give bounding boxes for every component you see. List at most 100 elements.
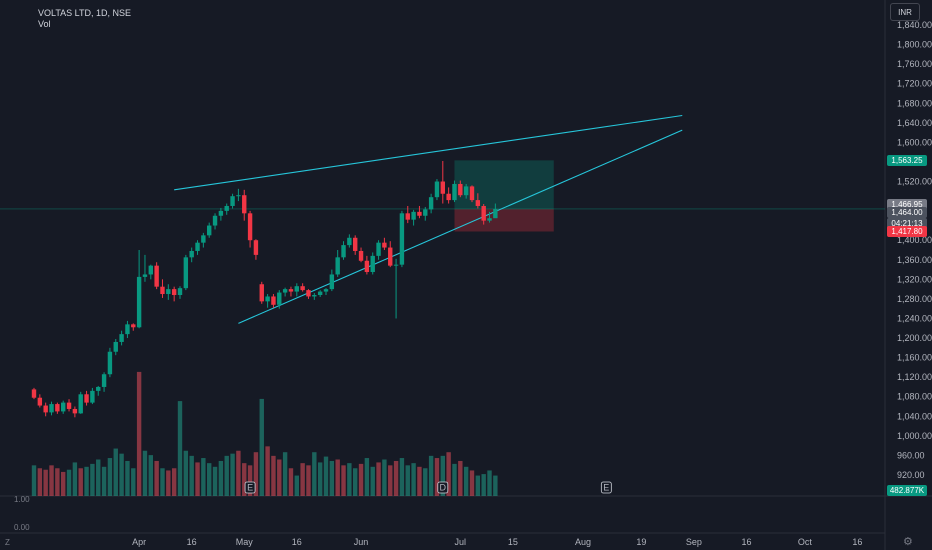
volume-bar [177,401,183,496]
y-tick-label: 1,280.00 [897,294,932,304]
volume-bar [49,465,54,496]
volume-bar [317,462,323,496]
volume-bar [306,465,311,496]
y-tick-label: 1,120.00 [897,372,932,382]
candle-body [247,213,253,241]
volume-bar [335,459,340,496]
y-tick-label: 1,600.00 [897,137,932,147]
candle-body [282,289,288,293]
candle-body [329,274,335,290]
candle-body [207,225,212,236]
volume-bar [154,460,159,496]
volume-bar [353,468,358,496]
candle-body [347,237,352,246]
candle-body [446,193,451,201]
candle-body [423,209,428,216]
volume-bar [481,474,486,496]
volume-bar [323,456,329,496]
x-tick-label: 19 [636,537,646,547]
x-tick-label: 16 [741,537,751,547]
candle-body [242,195,247,214]
volume-bar [493,475,498,496]
position-profit-zone[interactable] [454,160,554,209]
candle-body [428,197,434,210]
timezone-label[interactable]: Z [5,538,10,547]
volume-bar [458,460,463,496]
volume-bar [148,455,153,496]
candle-body [306,290,311,297]
volume-bar [312,452,317,496]
candle-body [300,286,305,291]
event-marker[interactable] [437,481,449,494]
candle-body [271,296,276,305]
current-price-badge: 1,464.00 [887,206,927,218]
volume-bar [271,455,276,496]
y-tick-label: 1,840.00 [897,20,932,30]
candle-body [294,286,299,292]
volume-bar [247,465,253,496]
candle-body [61,402,66,412]
currency-button[interactable]: INR [890,3,920,21]
event-marker-label: D [440,483,447,493]
position-loss-zone[interactable] [454,208,554,232]
volume-bar [370,466,375,496]
candle-body [382,242,387,248]
candle-body [458,183,463,196]
candle-body [119,334,124,342]
gear-icon[interactable]: ⚙ [903,536,913,548]
volume-bar [136,371,142,496]
candle-body [288,289,294,292]
volume-bar [230,453,235,496]
trendline[interactable] [238,129,683,324]
volume-bar [43,469,48,496]
volume-bar [160,468,165,496]
candle-body [417,211,422,216]
event-marker[interactable] [244,481,256,494]
y-tick-label: 1,000.00 [897,431,932,441]
candle-body [131,324,136,328]
volume-bar [107,458,113,496]
volume-bar [376,462,381,496]
candle-body [148,265,153,275]
candle-body [183,257,189,289]
y-tick-label: 1,360.00 [897,255,932,265]
candle-body [323,289,329,292]
candle-body [253,240,259,255]
x-tick-label: 16 [187,537,197,547]
candle-body [177,288,183,295]
volume-bar [434,458,440,496]
volume-bar [90,463,95,496]
symbol-title[interactable]: VOLTAS LTD, 1D, NSE [38,8,132,18]
candle-body [341,245,346,258]
candle-body [66,402,72,409]
x-tick-label: 16 [852,537,862,547]
event-marker[interactable] [600,481,612,494]
y-tick-label: 1,320.00 [897,274,932,284]
volume-bar [423,468,428,496]
candle-body [31,389,37,398]
y-tick-label: 920.00 [897,470,925,480]
candle-body [236,195,241,197]
chart-header: VOLTAS LTD, 1D, NSE Vol [38,8,131,30]
last-price-badge: 1,466.95 [887,199,927,211]
candle-body [463,186,469,196]
candle-body [107,351,113,375]
volume-bar [183,450,189,496]
candle-body [277,292,282,305]
candle-body [335,257,340,275]
volume-bar [463,466,469,496]
x-tick-label: Jun [354,537,369,547]
candle-body [493,208,498,219]
volume-indicator-label[interactable]: Vol [38,19,51,29]
volume-value-badge: 482.877K [887,485,927,496]
event-marker-label: E [603,483,609,493]
candle-body [370,255,375,273]
trendline[interactable] [174,114,683,191]
x-tick-label: Aug [575,537,591,547]
candle-body [166,289,171,295]
volume-bar [66,469,72,496]
candle-body [101,374,107,387]
candle-body [160,286,165,295]
volume-bar [119,453,124,496]
